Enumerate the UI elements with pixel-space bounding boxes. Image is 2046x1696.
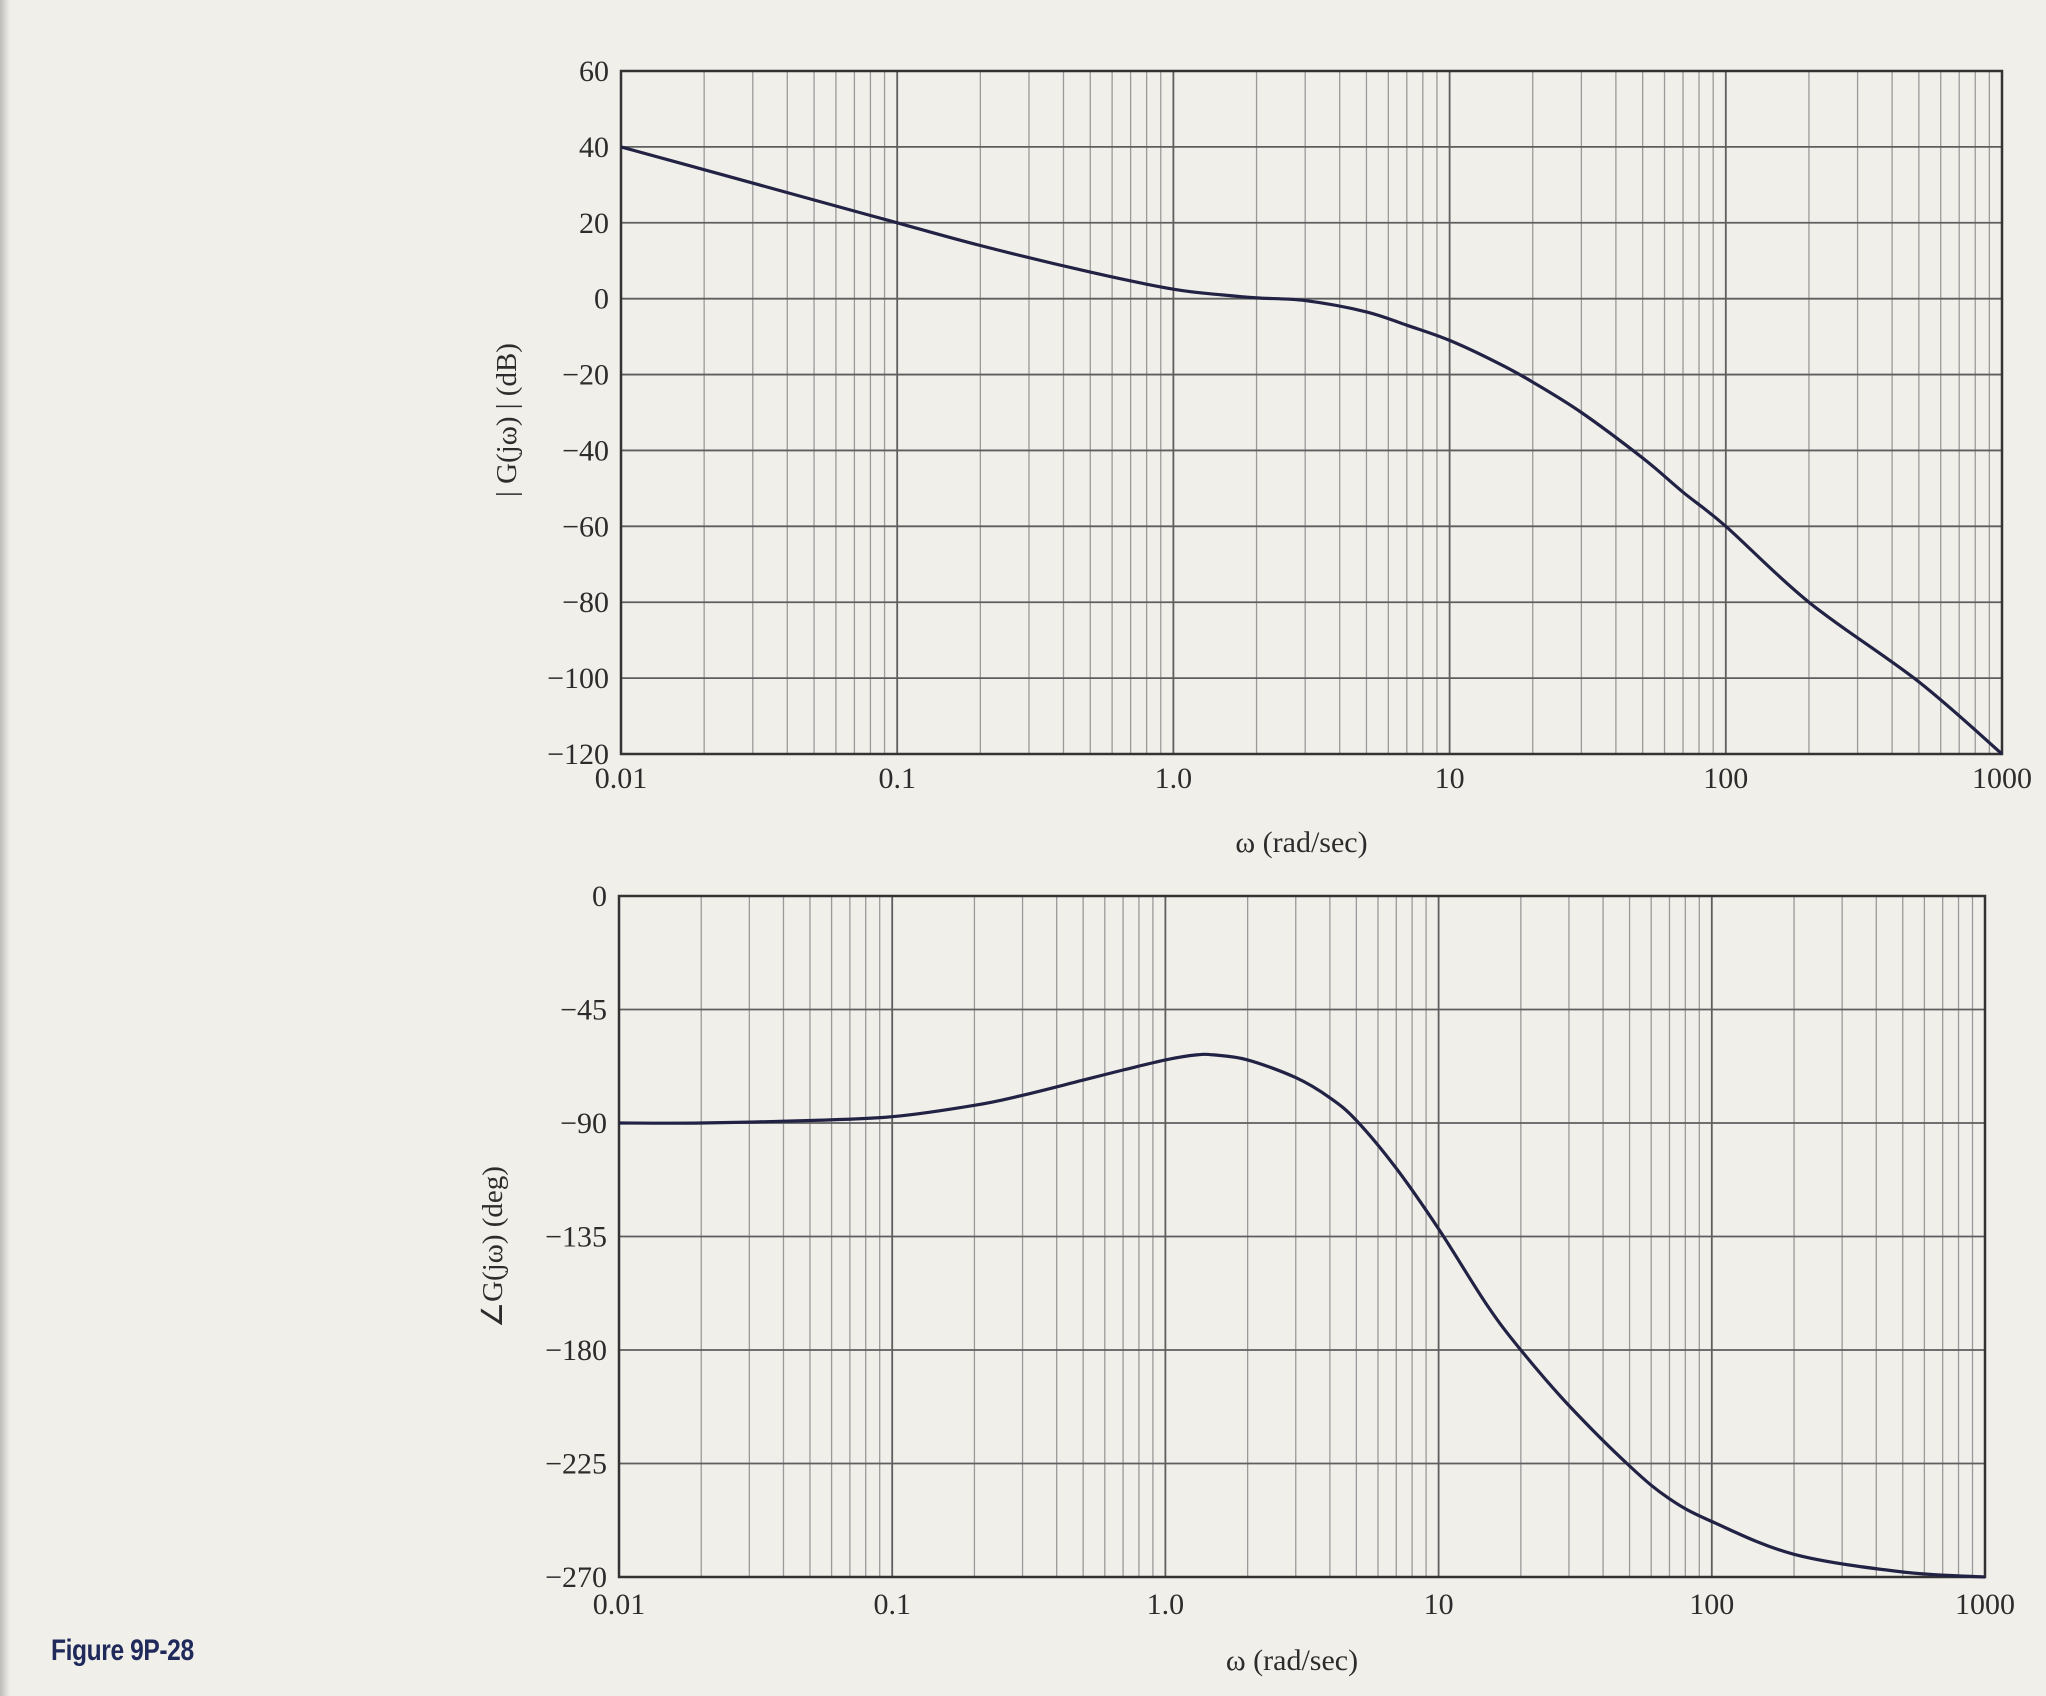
phase-x-tick-label: 0.01 [593, 1588, 646, 1621]
phase-y-tick-labels: 0 −45 −90 −135 −180 −225 −270 [545, 880, 607, 1594]
magnitude-plot-frame [619, 69, 2004, 756]
magnitude-y-tick-label: −60 [562, 510, 609, 543]
magnitude-y-tick-label: −40 [562, 434, 609, 467]
magnitude-y-axis-label: | G(jω) | (dB) [491, 343, 523, 497]
magnitude-y-tick-label: −80 [562, 586, 609, 619]
phase-series-line [618, 1052, 1986, 1579]
phase-x-tick-label: 1.0 [1147, 1588, 1185, 1621]
magnitude-y-tick-label: 20 [579, 207, 609, 240]
phase-y-tick-label: −225 [545, 1448, 607, 1481]
magnitude-series-line [620, 145, 2004, 756]
magnitude-y-tick-label: −120 [547, 738, 609, 771]
page-edge-shadow [0, 0, 10, 1696]
phase-chart: 0 −45 −90 −135 −180 −225 −270 0.01 0.1 1.0 10 100 1… [477, 880, 2015, 1677]
magnitude-x-tick-label: 1000 [1972, 762, 2032, 795]
magnitude-curve-layer [620, 145, 2004, 756]
phase-y-axis-label: ∠G(jω) (deg) [477, 1166, 509, 1328]
magnitude-x-axis-label: ω (rad/sec) [1235, 826, 1367, 859]
magnitude-x-tick-label: 10 [1435, 762, 1465, 795]
phase-x-tick-label: 1000 [1955, 1588, 2015, 1621]
figure-caption: Figure 9P-28 [51, 1634, 194, 1667]
phase-y-tick-label: −270 [545, 1561, 607, 1594]
magnitude-x-tick-label: 0.01 [595, 762, 648, 795]
magnitude-y-tick-label: 0 [594, 283, 609, 316]
magnitude-y-tick-label: 40 [579, 131, 609, 164]
phase-y-tick-label: −180 [545, 1334, 607, 1367]
phase-x-axis-label: ω (rad/sec) [1226, 1644, 1358, 1677]
phase-x-tick-label: 100 [1689, 1588, 1734, 1621]
magnitude-x-tick-label: 0.1 [878, 762, 916, 795]
phase-plot-frame [617, 894, 1987, 1579]
magnitude-grid [620, 70, 2003, 755]
magnitude-y-tick-label: −100 [547, 662, 609, 695]
phase-y-tick-label: −135 [545, 1221, 607, 1254]
phase-x-tick-label: 10 [1424, 1588, 1454, 1621]
magnitude-y-tick-labels: 60 40 20 0 −20 −40 −60 −80 −100 −120 [547, 55, 609, 771]
phase-y-tick-label: −90 [560, 1107, 607, 1140]
magnitude-chart: 60 40 20 0 −20 −40 −60 −80 −100 −120 0.01 0.1 1.0 10… [491, 55, 2032, 859]
phase-x-tick-label: 0.1 [873, 1588, 911, 1621]
magnitude-x-tick-labels: 0.01 0.1 1.0 10 100 1000 [595, 762, 2032, 795]
phase-grid [618, 895, 1986, 1578]
phase-x-tick-labels: 0.01 0.1 1.0 10 100 1000 [593, 1588, 2015, 1621]
magnitude-x-tick-label: 100 [1703, 762, 1748, 795]
magnitude-y-tick-label: −20 [562, 359, 609, 392]
phase-curve-layer [618, 1052, 1986, 1579]
phase-y-tick-label: −45 [560, 994, 607, 1027]
phase-y-tick-label: 0 [592, 880, 607, 913]
magnitude-y-tick-label: 60 [579, 55, 609, 88]
magnitude-x-tick-label: 1.0 [1155, 762, 1193, 795]
